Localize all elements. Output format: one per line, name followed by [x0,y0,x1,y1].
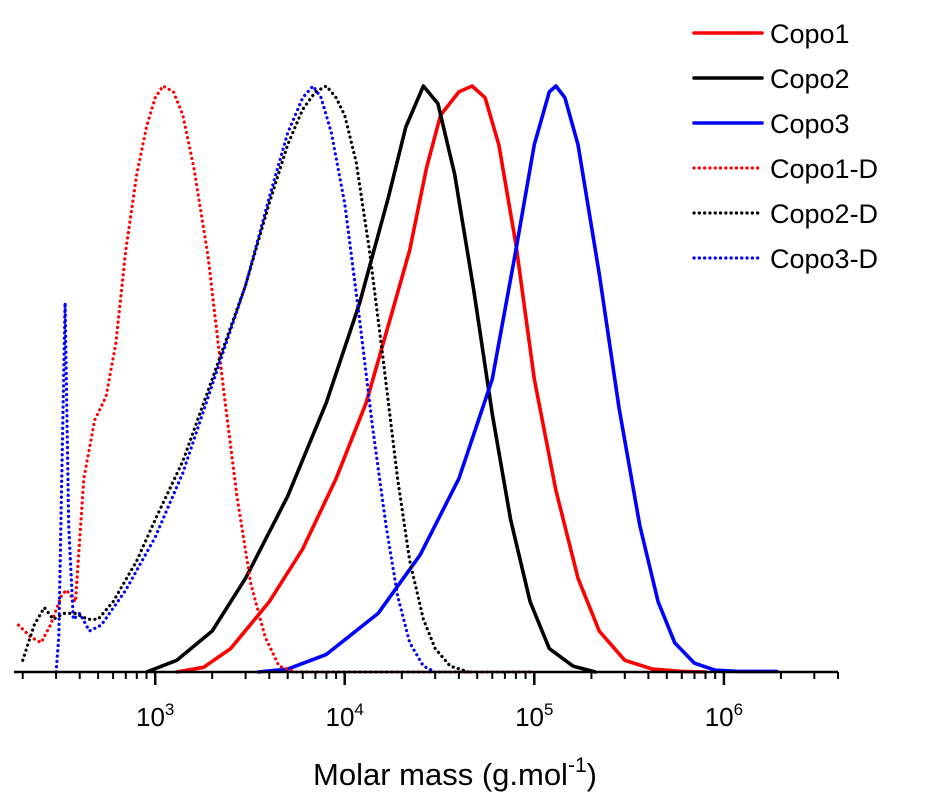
x-tick-label-exponent: 3 [165,700,174,719]
x-tick-label: 106 [705,700,743,732]
legend: Copo1 Copo2 Copo3 Copo1-D Copo2-D Copo3-D [692,19,878,274]
x-axis-label-superscript: -1 [568,754,587,777]
x-tick-label: 105 [515,700,553,732]
x-tick-label-base: 10 [136,702,165,732]
x-axis-ticks [21,672,839,685]
legend-label-copo2: Copo2 [770,64,850,94]
series-line-copo3 [256,84,779,674]
legend-label-copo3: Copo3 [770,109,850,139]
x-axis-label-main: Molar mass (g.mol [313,757,568,792]
x-tick-label: 103 [136,700,174,732]
x-tick-label-exponent: 5 [544,700,553,719]
legend-label-copo3-d: Copo3-D [770,244,878,274]
series-line-copo2 [144,84,598,674]
series-layer [16,84,779,674]
x-axis-label-close: ) [587,757,597,792]
series-line-copo1 [175,84,708,674]
x-tick-label-exponent: 4 [354,700,363,719]
series-line-copo2-d [21,84,471,674]
legend-label-copo2-d: Copo2-D [770,199,878,229]
legend-label-copo1-d: Copo1-D [770,154,878,184]
x-tick-label-exponent: 6 [734,700,743,719]
x-tick-label-base: 10 [515,702,544,732]
x-axis-tick-labels: 103 104 105 106 [136,700,743,732]
x-tick-label-base: 10 [705,702,734,732]
x-axis-label: Molar mass (g.mol-1) [313,754,597,792]
legend-label-copo1: Copo1 [770,19,850,49]
x-tick-label: 104 [326,700,364,732]
x-tick-label-base: 10 [326,702,355,732]
series-line-copo3-d [54,84,437,674]
series-line-copo1-d [16,84,536,674]
